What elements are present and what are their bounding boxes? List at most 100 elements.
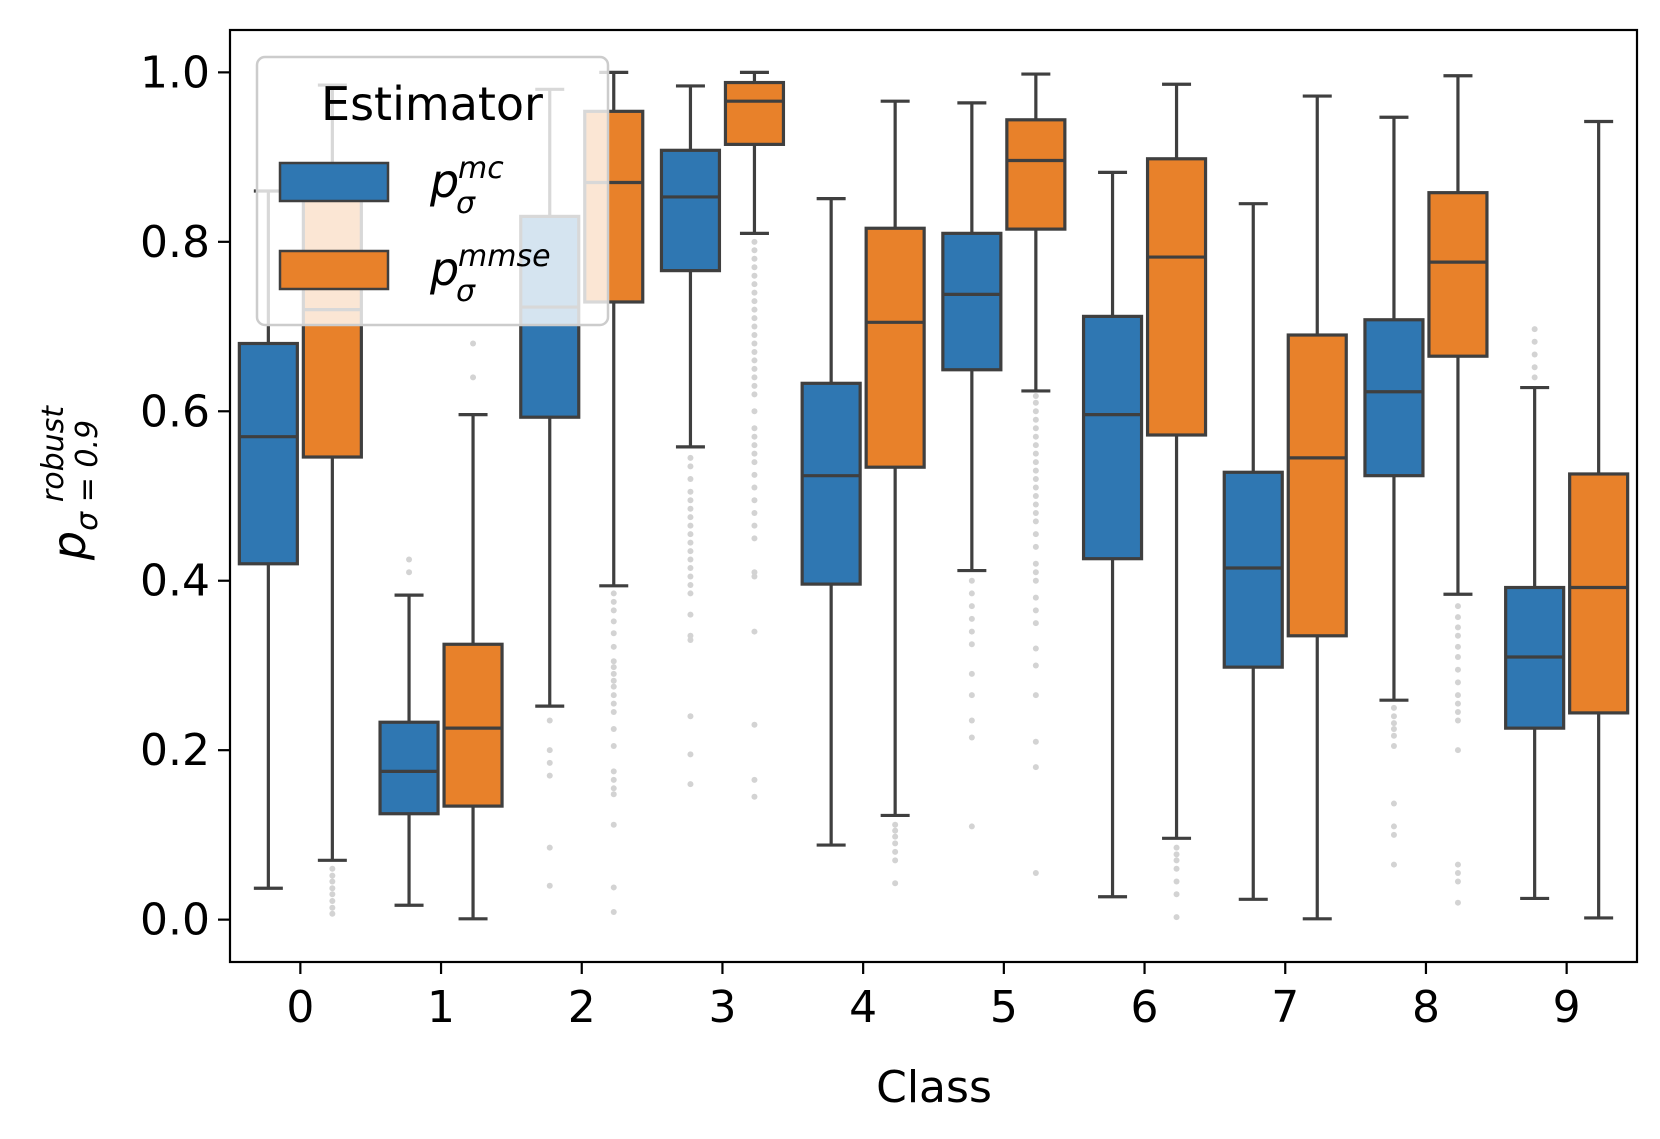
flier-point [1531,326,1538,333]
flier-point [470,340,477,347]
legend-label-mc-sup: mc [458,151,504,186]
flier-point [1454,878,1461,885]
flier-point [968,823,975,830]
flier-point [1032,476,1039,483]
axes: 0.0 0.2 0.4 0.6 0.8 1.0 0 1 2 3 4 5 6 7 8 9 [140,28,1639,1033]
flier-point [751,391,758,398]
flier-point [1032,692,1039,699]
x-tick-label: 5 [990,982,1018,1033]
flier-point [1032,399,1039,406]
flier-point [1032,484,1039,491]
flier-point [751,776,758,783]
flier-point [1390,861,1397,868]
flier-point [406,556,413,563]
flier-point [751,509,758,516]
flier-point [687,531,694,538]
flier-point [546,882,553,889]
flier-point [751,425,758,432]
flier-point [1032,433,1039,440]
flier-point [329,904,336,911]
flier-point [751,382,758,389]
flier-point [329,865,336,872]
flier-point [968,628,975,635]
x-axis-title: Class [876,1062,992,1113]
y-axis-title-sup: robust [36,405,71,502]
x-tick-label: 9 [1553,982,1581,1033]
flier-point [687,476,694,483]
flier-point [610,683,617,690]
flier-point [687,611,694,618]
flier-point [1454,624,1461,631]
flier-point [751,340,758,347]
flier-point [751,573,758,580]
box-mmse-class-6 [1145,82,1208,921]
flier-point [1173,857,1180,864]
flier-point [751,289,758,296]
flier-point [1032,493,1039,499]
svg-text:pσ = 0.9: pσ = 0.9 [42,420,105,561]
flier-point [610,670,617,677]
flier-point [751,442,758,449]
flier-point [968,641,975,648]
x-tick-label: 4 [849,982,877,1033]
iqr-box [723,80,786,146]
flier-point [687,522,694,529]
flier-point [687,548,694,555]
legend: Estimator p σ mc p σ mmse [255,55,610,327]
flier-point [1173,878,1180,885]
flier-point [968,615,975,622]
iqr-box [237,341,299,566]
flier-point [751,323,758,330]
iqr-box [442,642,504,808]
x-tick-label: 8 [1412,982,1440,1033]
flier-point [1454,709,1461,716]
x-tick-label: 1 [427,982,455,1033]
flier-point [892,880,899,887]
flier-point [751,433,758,440]
box-mmse-class-5 [1005,72,1067,877]
iqr-box [1222,470,1284,669]
flier-point [610,590,617,597]
plot-area [237,70,1630,921]
flier-point [1454,717,1461,724]
iqr-box [1427,191,1489,358]
flier-point [892,833,899,840]
flier-point [1173,865,1180,872]
flier-point [329,897,336,904]
flier-point [1454,700,1461,707]
flier-point [610,700,617,707]
flier-point [751,281,758,288]
flier-point [1454,614,1461,621]
flier-point [751,522,758,529]
y-tick-label: 0.4 [140,556,210,607]
flier-point [546,747,553,754]
flier-point [687,505,694,512]
flier-point [751,238,758,245]
flier-point [1173,851,1180,858]
y-tick-label: 1.0 [140,47,210,98]
flier-point [1390,800,1397,807]
legend-label-mc-base: p [429,154,459,208]
box-mmse-class-3 [723,70,786,800]
flier-point [1032,560,1039,567]
flier-point [751,459,758,466]
flier-point [1531,364,1538,371]
iqr-box [800,381,862,586]
flier-point [1032,450,1039,457]
iqr-box [378,720,440,816]
flier-point [1390,823,1397,830]
flier-point [687,463,694,470]
flier-point [892,857,899,864]
flier-point [329,878,336,885]
box-mmse-class-8 [1427,74,1489,906]
legend-label-mmse: p σ mmse [429,239,551,309]
flier-point [1032,607,1039,614]
flier-point [687,514,694,521]
flier-point [1531,338,1538,345]
box-mc-class-6 [1081,170,1144,899]
legend-label-mmse-sub: σ [456,274,476,309]
flier-point [1032,408,1039,415]
flier-point [687,573,694,580]
iqr-box [864,226,926,469]
